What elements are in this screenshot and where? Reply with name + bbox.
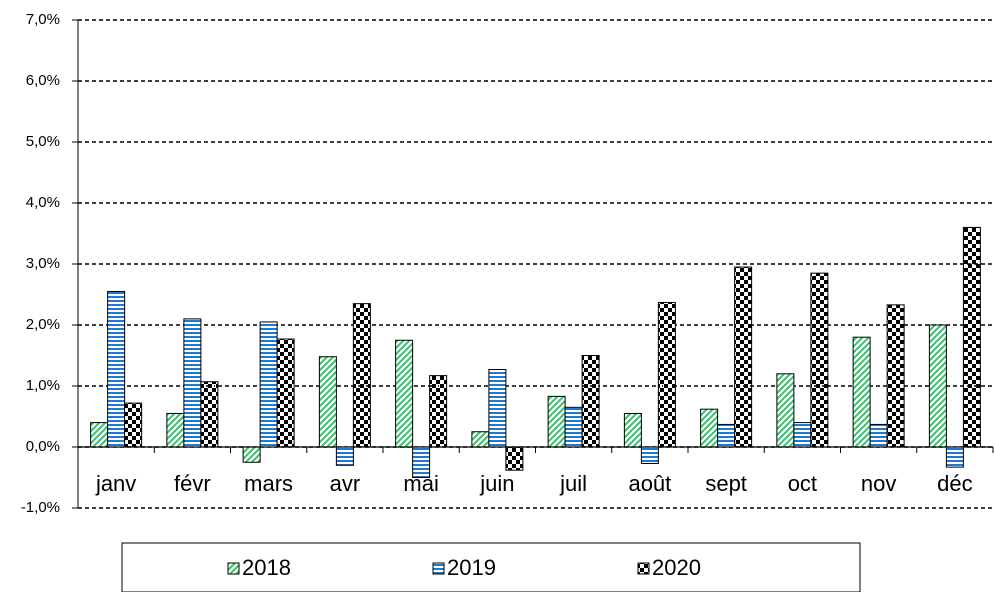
x-tick-label: avr	[330, 471, 361, 496]
y-tick-label: 7,0%	[26, 11, 60, 28]
legend-label: 2019	[447, 555, 496, 580]
x-tick-label: nov	[861, 471, 896, 496]
bar	[547, 395, 566, 448]
legend-swatch	[227, 562, 240, 575]
bar	[852, 336, 871, 448]
bar	[90, 422, 109, 448]
x-tick-label: juil	[559, 471, 587, 496]
y-tick-label: 0,0%	[26, 438, 60, 455]
bar	[640, 446, 659, 464]
bar	[471, 431, 490, 448]
x-tick-label: mars	[244, 471, 293, 496]
x-tick-label: sept	[705, 471, 747, 496]
bar	[318, 356, 337, 448]
bar	[657, 301, 676, 448]
x-tick-label: févr	[174, 471, 211, 496]
bar	[623, 412, 642, 448]
bar	[886, 304, 905, 448]
bar	[276, 338, 295, 448]
legend-swatch	[432, 562, 445, 575]
x-tick-label: déc	[937, 471, 972, 496]
bar	[793, 422, 812, 448]
bar	[412, 446, 431, 478]
bar	[717, 423, 736, 448]
bar	[700, 408, 719, 448]
bar	[395, 339, 414, 448]
legend-swatch	[637, 562, 650, 575]
bar	[259, 321, 278, 448]
bar	[166, 412, 185, 448]
x-tick-label: juin	[479, 471, 514, 496]
legend-label: 2020	[652, 555, 701, 580]
bar	[928, 324, 947, 448]
bar	[124, 402, 143, 448]
bar	[183, 318, 202, 448]
x-tick-label: janv	[95, 471, 136, 496]
y-tick-label: 4,0%	[26, 194, 60, 211]
y-tick-label: 5,0%	[26, 133, 60, 150]
bar	[429, 375, 448, 448]
bar	[581, 355, 600, 448]
y-tick-label: 6,0%	[26, 72, 60, 89]
x-tick-label: août	[628, 471, 671, 496]
bar	[962, 226, 981, 448]
bar	[488, 369, 507, 448]
legend-box	[121, 542, 861, 592]
bar	[776, 373, 795, 448]
bar	[352, 303, 371, 448]
y-tick-label: 1,0%	[26, 377, 60, 394]
legend-label: 2018	[242, 555, 291, 580]
bar	[335, 446, 354, 466]
bar	[200, 381, 219, 448]
bar	[564, 406, 583, 448]
y-tick-label: 2,0%	[26, 316, 60, 333]
bar	[505, 446, 524, 471]
y-tick-label: 3,0%	[26, 255, 60, 272]
x-tick-label: oct	[788, 471, 817, 496]
bar	[945, 446, 964, 468]
bar	[810, 272, 829, 448]
bar	[107, 290, 126, 448]
y-tick-label: -1,0%	[21, 499, 60, 516]
bar	[869, 423, 888, 448]
bar	[734, 266, 753, 448]
bar	[242, 446, 261, 463]
